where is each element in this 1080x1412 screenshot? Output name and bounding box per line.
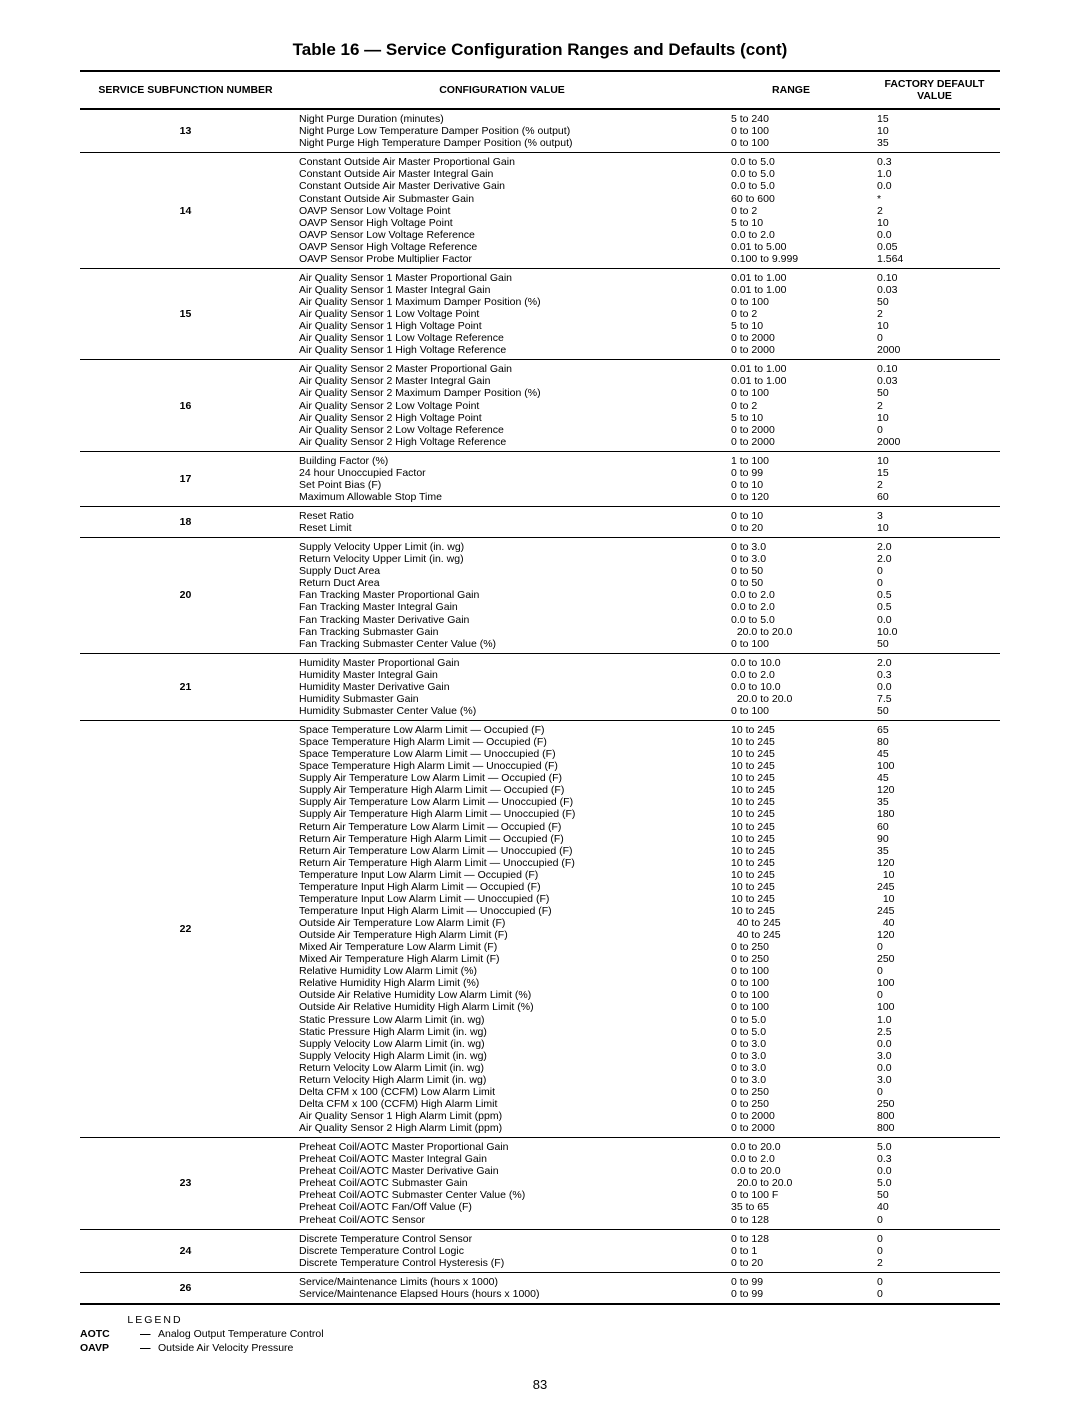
subfunction-number: 17 (80, 451, 291, 506)
page: Table 16 — Service Configuration Ranges … (0, 0, 1080, 1412)
configuration-value: Discrete Temperature Control SensorDiscr… (291, 1229, 713, 1272)
subfunction-number: 23 (80, 1138, 291, 1229)
subfunction-number: 13 (80, 109, 291, 153)
configuration-value: Night Purge Duration (minutes)Night Purg… (291, 109, 713, 153)
subfunction-number: 16 (80, 360, 291, 451)
table-row: 26Service/Maintenance Limits (hours x 10… (80, 1272, 1000, 1304)
legend-abbr: OAVP (80, 1341, 140, 1355)
col-header-default: FACTORY DEFAULT VALUE (869, 71, 1000, 109)
header-row: SERVICE SUBFUNCTION NUMBER CONFIGURATION… (80, 71, 1000, 109)
table-row: 21Humidity Master Proportional GainHumid… (80, 653, 1000, 720)
range-value: 0 to 100 to 20 (713, 507, 869, 538)
range-value: 0 to 3.00 to 3.00 to 500 to 500.0 to 2.0… (713, 538, 869, 654)
configuration-value: Space Temperature Low Alarm Limit — Occu… (291, 721, 713, 1138)
subfunction-number: 14 (80, 153, 291, 269)
table-row: 13Night Purge Duration (minutes)Night Pu… (80, 109, 1000, 153)
legend-abbr: AOTC (80, 1327, 140, 1341)
subfunction-number: 15 (80, 268, 291, 359)
configuration-value: Supply Velocity Upper Limit (in. wg)Retu… (291, 538, 713, 654)
range-value: 0 to 1280 to 10 to 20 (713, 1229, 869, 1272)
default-value: 0.100.035021002000 (869, 268, 1000, 359)
legend-header: LEGEND (80, 1313, 230, 1327)
legend-item: OAVP—Outside Air Velocity Pressure (80, 1341, 1000, 1355)
table-row: 23Preheat Coil/AOTC Master Proportional … (80, 1138, 1000, 1229)
table-row: 16Air Quality Sensor 2 Master Proportion… (80, 360, 1000, 451)
subfunction-number: 26 (80, 1272, 291, 1304)
legend-text: Outside Air Velocity Pressure (158, 1341, 293, 1355)
default-value: 151035 (869, 109, 1000, 153)
config-table: SERVICE SUBFUNCTION NUMBER CONFIGURATION… (80, 70, 1000, 1305)
range-value: 0.0 to 5.00.0 to 5.00.0 to 5.060 to 6000… (713, 153, 869, 269)
col-header-range: RANGE (713, 71, 869, 109)
table-row: 24Discrete Temperature Control SensorDis… (80, 1229, 1000, 1272)
subfunction-number: 24 (80, 1229, 291, 1272)
configuration-value: Preheat Coil/AOTC Master Proportional Ga… (291, 1138, 713, 1229)
range-value: 5 to 2400 to 1000 to 100 (713, 109, 869, 153)
legend-dash: — (140, 1341, 158, 1355)
table-title: Table 16 — Service Configuration Ranges … (80, 40, 1000, 60)
configuration-value: Constant Outside Air Master Proportional… (291, 153, 713, 269)
subfunction-number: 20 (80, 538, 291, 654)
range-value: 0.0 to 10.00.0 to 2.00.0 to 10.0 20.0 to… (713, 653, 869, 720)
page-number: 83 (80, 1377, 1000, 1392)
range-value: 0.01 to 1.000.01 to 1.000 to 1000 to 25 … (713, 268, 869, 359)
configuration-value: Reset RatioReset Limit (291, 507, 713, 538)
range-value: 10 to 24510 to 24510 to 24510 to 24510 t… (713, 721, 869, 1138)
table-row: 14Constant Outside Air Master Proportion… (80, 153, 1000, 269)
table-row: 18Reset RatioReset Limit0 to 100 to 2031… (80, 507, 1000, 538)
default-value: 6580451004512035180609035120 10245 10245… (869, 721, 1000, 1138)
range-value: 0 to 990 to 99 (713, 1272, 869, 1304)
subfunction-number: 22 (80, 721, 291, 1138)
col-header-number: SERVICE SUBFUNCTION NUMBER (80, 71, 291, 109)
default-value: 002 (869, 1229, 1000, 1272)
configuration-value: Air Quality Sensor 2 Master Proportional… (291, 360, 713, 451)
table-row: 20Supply Velocity Upper Limit (in. wg)Re… (80, 538, 1000, 654)
legend-item: AOTC—Analog Output Temperature Control (80, 1327, 1000, 1341)
table-row: 17Building Factor (%)24 hour Unoccupied … (80, 451, 1000, 506)
table-row: 15Air Quality Sensor 1 Master Proportion… (80, 268, 1000, 359)
default-value: 0.100.035021002000 (869, 360, 1000, 451)
range-value: 1 to 1000 to 990 to 100 to 120 (713, 451, 869, 506)
table-row: 22Space Temperature Low Alarm Limit — Oc… (80, 721, 1000, 1138)
configuration-value: Air Quality Sensor 1 Master Proportional… (291, 268, 713, 359)
default-value: 0.31.00.0*2100.00.051.564 (869, 153, 1000, 269)
subfunction-number: 21 (80, 653, 291, 720)
configuration-value: Building Factor (%)24 hour Unoccupied Fa… (291, 451, 713, 506)
default-value: 5.00.30.05.050400 (869, 1138, 1000, 1229)
default-value: 1015260 (869, 451, 1000, 506)
configuration-value: Service/Maintenance Limits (hours x 1000… (291, 1272, 713, 1304)
configuration-value: Humidity Master Proportional GainHumidit… (291, 653, 713, 720)
range-value: 0.0 to 20.00.0 to 2.00.0 to 20.0 20.0 to… (713, 1138, 869, 1229)
range-value: 0.01 to 1.000.01 to 1.000 to 1000 to 25 … (713, 360, 869, 451)
col-header-config: CONFIGURATION VALUE (291, 71, 713, 109)
subfunction-number: 18 (80, 507, 291, 538)
default-value: 310 (869, 507, 1000, 538)
legend: LEGEND AOTC—Analog Output Temperature Co… (80, 1313, 1000, 1356)
default-value: 00 (869, 1272, 1000, 1304)
legend-dash: — (140, 1327, 158, 1341)
default-value: 2.00.30.07.550 (869, 653, 1000, 720)
legend-text: Analog Output Temperature Control (158, 1327, 324, 1341)
default-value: 2.02.0000.50.50.010.050 (869, 538, 1000, 654)
